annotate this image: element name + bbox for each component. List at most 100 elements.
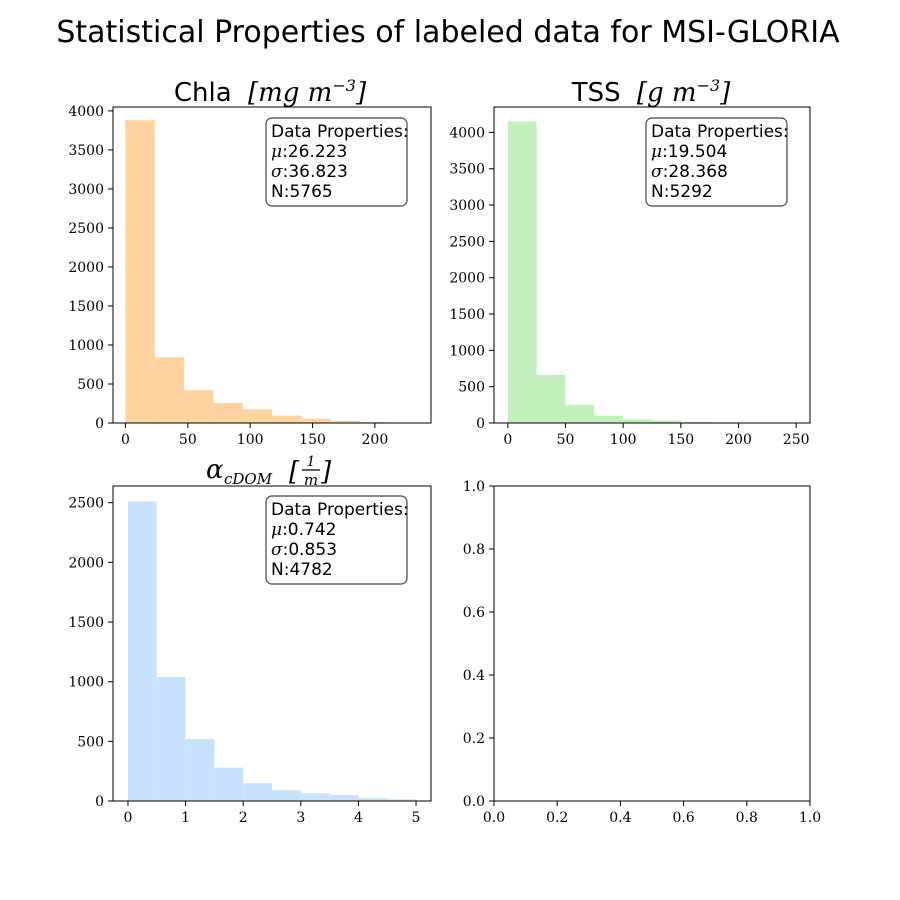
- acdom-title-open-bracket: [: [289, 457, 300, 487]
- acdom-title-frac-numerator: 1: [307, 454, 316, 470]
- tss-y-tick-label: 500: [458, 380, 485, 396]
- chla-x-tick-label: 100: [237, 432, 264, 448]
- acdom-x-tick-label: 4: [354, 810, 363, 826]
- acdom-stat-value: :0.742: [282, 520, 336, 540]
- chla-histogram-panel: Chla [mg m−3] 0 50 100 150 2000 500 1000 1500 20…: [68, 76, 432, 448]
- tss-stats-heading: Data Properties:: [651, 122, 789, 142]
- tss-panel-title: TSS [g m−3]: [571, 76, 731, 108]
- acdom-x-tick-label: 5: [412, 810, 421, 826]
- chla-y-tick-label: 2000: [68, 260, 104, 276]
- acdom-title-subscript: cDOM: [224, 470, 273, 488]
- acdom-stat-value: N:4782: [271, 560, 333, 580]
- acdom-bar: [300, 793, 330, 801]
- tss-stat-symbol: μ: [651, 142, 662, 162]
- tss-title-name: TSS: [571, 78, 621, 108]
- chla-title-exponent: −3: [332, 76, 356, 95]
- empty-y-tick-label: 1.0: [463, 479, 485, 495]
- acdom-y-tick-label: 1500: [68, 615, 104, 631]
- acdom-bar: [387, 799, 417, 801]
- figure-title: Statistical Properties of labeled data f…: [56, 15, 840, 50]
- acdom-bar: [272, 790, 301, 801]
- chla-stat-value: :36.823: [283, 162, 348, 182]
- empty-x-tick-label: 1.0: [799, 810, 821, 826]
- chla-x-tick-label: 200: [362, 432, 389, 448]
- acdom-bar: [358, 798, 388, 801]
- acdom-x-tick-label: 3: [296, 810, 305, 826]
- empty-y-tick-label: 0.0: [463, 794, 485, 810]
- chla-bar: [125, 120, 155, 424]
- acdom-stats-heading: Data Properties:: [271, 500, 409, 520]
- acdom-title-alpha: α: [206, 455, 224, 485]
- acdom-stat-line: σ:0.853: [271, 540, 337, 560]
- chla-x-tick-label: 150: [299, 432, 326, 448]
- chla-panel-title: Chla [mg m−3]: [174, 76, 367, 108]
- tss-stat-symbol: σ: [651, 162, 663, 182]
- tss-bar: [565, 404, 595, 423]
- chla-bar: [213, 403, 243, 423]
- tss-y-tick-label: 2500: [449, 234, 485, 250]
- tss-x-tick-label: 50: [557, 432, 575, 448]
- acdom-bar: [185, 738, 215, 801]
- chla-title-close: ]: [355, 78, 367, 108]
- chla-bar: [154, 357, 185, 423]
- acdom-stat-symbol: μ: [271, 520, 282, 540]
- tss-stat-value: :19.504: [662, 142, 727, 162]
- tss-y-tick-label: 1500: [449, 307, 485, 323]
- acdom-stats-box-frame: [265, 495, 408, 585]
- chla-y-tick-label: 1000: [68, 338, 104, 354]
- tss-stat-line: σ:28.368: [651, 162, 728, 182]
- chla-stat-line: N:5765: [271, 182, 333, 202]
- tss-bar: [507, 121, 537, 423]
- acdom-bar: [127, 501, 157, 801]
- tss-title-units: [g m: [637, 78, 697, 108]
- tss-x-tick-label: 150: [667, 432, 694, 448]
- acdom-y-tick-label: 2500: [68, 496, 104, 512]
- empty-x-tick-label: 0.6: [672, 810, 694, 826]
- empty-panel: 0.0 0.2 0.4 0.6 0.8 1.0 0.0 0.2 0.4 0.6 0.8 1.0: [463, 479, 821, 826]
- acdom-stat-line: N:4782: [271, 560, 333, 580]
- empty-x-tick-label: 0.4: [609, 810, 631, 826]
- empty-y-tick-label: 0.2: [463, 731, 485, 747]
- chla-stats-box-frame: [265, 117, 408, 207]
- tss-y-tick-label: 4000: [449, 125, 485, 141]
- empty-y-tick-label: 0.8: [463, 542, 485, 558]
- chla-title-name: Chla: [174, 78, 232, 108]
- chla-x-tick-label: 50: [179, 432, 197, 448]
- chla-stat-symbol: μ: [271, 142, 282, 162]
- acdom-y-tick-label: 2000: [68, 555, 104, 571]
- chla-title-units: [mg m: [248, 78, 332, 108]
- acdom-bar: [156, 676, 186, 801]
- chla-y-tick-label: 2500: [68, 221, 104, 237]
- tss-stat-line: μ:19.504: [651, 142, 727, 162]
- acdom-panel-title: α cDOM [ 1 m ]: [206, 454, 332, 489]
- acdom-y-tick-label: 0: [95, 794, 104, 810]
- chla-bar: [242, 409, 272, 423]
- chla-x-tick-label: 0: [121, 432, 130, 448]
- tss-y-tick-label: 3000: [449, 198, 485, 214]
- chla-y-tick-label: 1500: [68, 299, 104, 315]
- acdom-title-frac-denominator: m: [304, 471, 318, 489]
- acdom-x-tick-label: 2: [239, 810, 248, 826]
- chla-y-tick-label: 3000: [68, 182, 104, 198]
- tss-y-tick-label: 3500: [449, 162, 485, 178]
- acdom-y-tick-label: 500: [77, 734, 104, 750]
- chla-y-tick-label: 500: [77, 377, 104, 393]
- chla-bar: [330, 421, 360, 423]
- tss-x-tick-label: 100: [610, 432, 637, 448]
- tss-bar: [680, 421, 710, 423]
- chla-stats-heading: Data Properties:: [271, 122, 409, 142]
- chla-bar: [272, 415, 302, 423]
- tss-stat-line: N:5292: [651, 182, 713, 202]
- tss-stats-box-frame: [645, 117, 788, 207]
- tss-title-exponent: −3: [697, 76, 721, 95]
- tss-bar: [623, 419, 652, 423]
- chla-stat-symbol: σ: [271, 162, 283, 182]
- tss-x-tick-label: 0: [503, 432, 512, 448]
- tss-y-tick-label: 0: [476, 416, 485, 432]
- chla-y-tick-label: 3500: [68, 143, 104, 159]
- acdom-histogram-panel: α cDOM [ 1 m ] 0 1 2 3 4 5 0 500 1000 1500 2000 250…: [68, 454, 432, 826]
- chla-stat-line: μ:26.223: [271, 142, 347, 162]
